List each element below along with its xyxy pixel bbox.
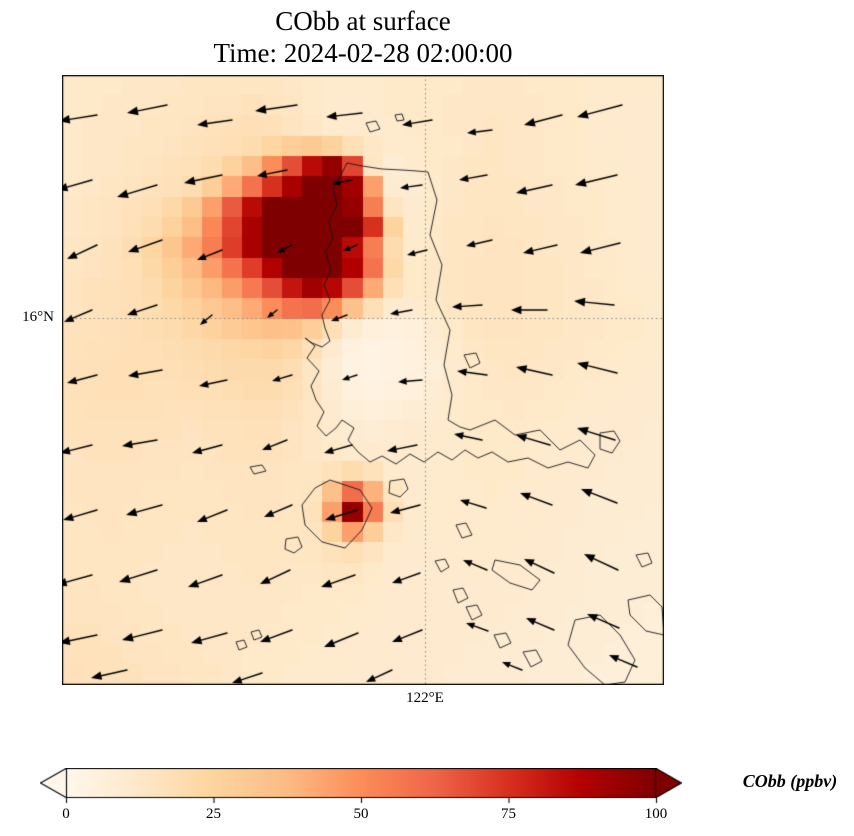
colorbar-tick-label: 50 — [353, 806, 369, 822]
colorbar-tick-label: 100 — [644, 806, 668, 822]
plot-title-line1: CObb at surface — [275, 6, 451, 36]
colorbar-tick-label: 0 — [62, 806, 70, 822]
map-canvas — [62, 75, 664, 685]
plot-title-line2: Time: 2024-02-28 02:00:00 — [213, 38, 513, 69]
plot-title: CObb at surface Time: 2024-02-28 02:00:0… — [62, 5, 664, 70]
colorbar-tick-label: 75 — [501, 806, 516, 822]
xtick-label-122e: 122°E — [406, 690, 444, 706]
colorbar-canvas — [40, 768, 682, 806]
ytick-label-16n: 16°N — [22, 309, 54, 325]
colorbar-ticks: 0 25 50 75 100 — [40, 806, 682, 826]
colorbar-label: CObb (ppbv) — [742, 771, 838, 791]
colorbar-tick-label: 25 — [206, 806, 221, 822]
